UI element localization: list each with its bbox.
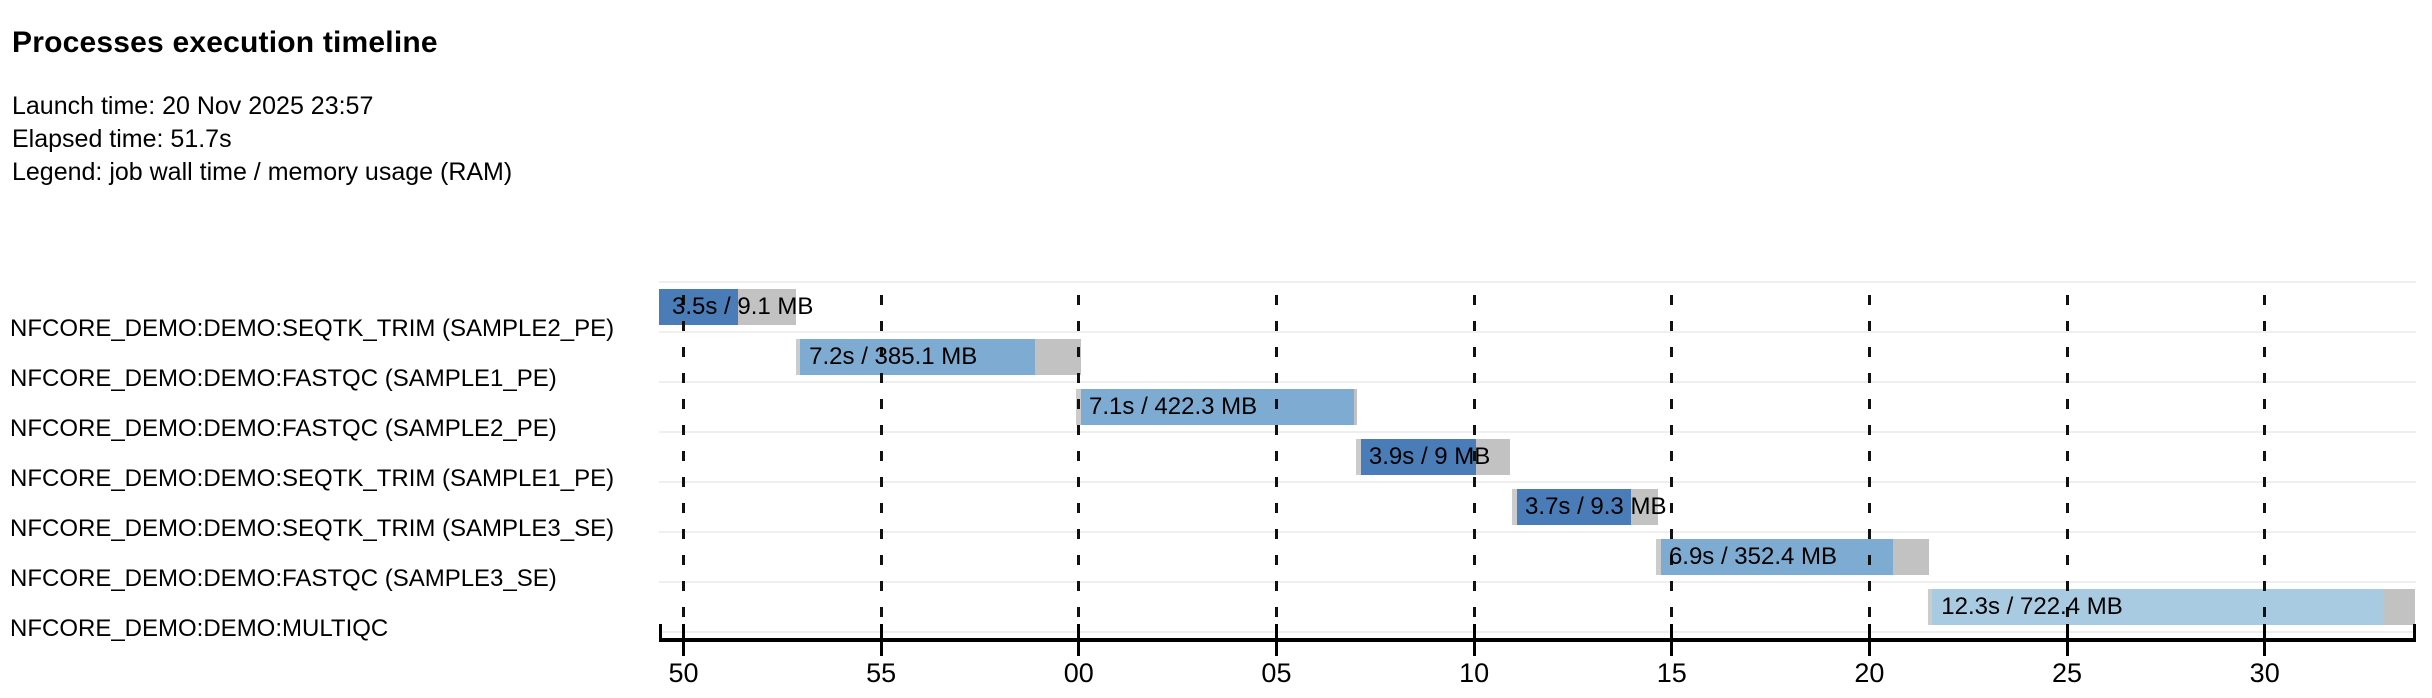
process-label: NFCORE_DEMO:DEMO:FASTQC (SAMPLE1_PE) [10,365,557,392]
axis-tick-label: 55 [866,658,897,688]
task-bar-wait-segment[interactable] [1512,489,1517,525]
task-bar-overhead-segment[interactable] [1892,539,1929,575]
task-bar-run-segment[interactable] [1660,539,1893,575]
task-bar-label: 7.1s / 422.3 MB [1089,393,1258,420]
launch-time-text: Launch time: 20 Nov 2025 23:57 [12,92,374,120]
row-separator [659,381,2417,383]
task-bar-wait-segment[interactable] [1928,589,1933,625]
row-separator [659,581,2417,583]
row-separator [659,331,2417,333]
axis-tick-label: 10 [1459,658,1490,688]
process-label: NFCORE_DEMO:DEMO:SEQTK_TRIM (SAMPLE1_PE) [10,465,615,492]
task-bar-overhead-segment[interactable] [1476,439,1511,475]
task-bar-overhead-segment[interactable] [738,289,797,325]
task-bar-run-segment[interactable] [1516,489,1632,525]
page-title: Processes execution timeline [12,26,438,60]
grid-line [1867,282,1871,640]
grid-line [1472,282,1476,640]
task-bar-run-segment[interactable] [800,339,1035,375]
task-bar-wait-segment[interactable] [1355,439,1361,475]
axis-tick-label: 20 [1854,658,1885,688]
task-bar-label: 3.9s / 9 MB [1368,443,1491,470]
report-metadata: Launch time: 20 Nov 2025 23:57 Elapsed t… [0,90,512,189]
axis-end-cap [659,624,662,642]
task-bar-label: 7.2s / 385.1 MB [809,343,978,370]
task-bar-run-segment[interactable] [1080,389,1354,425]
axis-tick-label: 05 [1261,658,1292,688]
task-bar-overhead-segment[interactable] [1034,339,1081,375]
axis-tick-label: 50 [668,658,699,688]
task-bar-overhead-segment[interactable] [1631,489,1659,525]
row-separator [659,631,2417,633]
process-label: NFCORE_DEMO:DEMO:MULTIQC [10,615,389,642]
grid-line [879,282,883,640]
task-bar-wait-segment[interactable] [796,339,801,375]
axis-end-cap [2413,624,2417,642]
task-bar-overhead-segment[interactable] [2384,589,2415,625]
process-label: NFCORE_DEMO:DEMO:SEQTK_TRIM (SAMPLE2_PE) [10,315,615,342]
task-bar-run-segment[interactable] [659,289,739,325]
task-bar-overhead-segment[interactable] [1353,389,1357,425]
legend-text: Legend: job wall time / memory usage (RA… [12,158,513,186]
grid-line [1274,282,1278,640]
process-label: NFCORE_DEMO:DEMO:FASTQC (SAMPLE3_SE) [10,565,557,592]
row-separator [659,281,2417,283]
row-separator [659,431,2417,433]
task-bar-wait-segment[interactable] [1655,539,1661,575]
axis-tick-label: 30 [2249,658,2280,688]
axis-tick-label: 15 [1656,658,1687,688]
task-bar-label: 3.5s / 9.1 MB [672,293,814,320]
axis-tick-label: 00 [1063,658,1094,688]
task-bar-run-segment[interactable] [1932,589,2385,625]
task-bar-label: 3.7s / 9.3 MB [1525,493,1667,520]
row-separator [659,531,2417,533]
process-label: NFCORE_DEMO:DEMO:FASTQC (SAMPLE2_PE) [10,415,557,442]
task-bar-label: 6.9s / 352.4 MB [1668,543,1838,570]
time-axis-line [659,638,2417,642]
elapsed-time-text: Elapsed time: 51.7s [12,125,232,153]
axis-tick-label: 25 [2052,658,2083,688]
task-bar-run-segment[interactable] [1360,439,1477,475]
grid-line [2065,282,2069,640]
grid-line [1077,282,1081,640]
grid-line [682,282,685,640]
task-bar-label: 12.3s / 722.4 MB [1941,593,2123,620]
row-separator [659,481,2417,483]
grid-line [2263,282,2267,640]
process-label: NFCORE_DEMO:DEMO:SEQTK_TRIM (SAMPLE3_SE) [10,515,615,542]
grid-line [1670,282,1674,640]
